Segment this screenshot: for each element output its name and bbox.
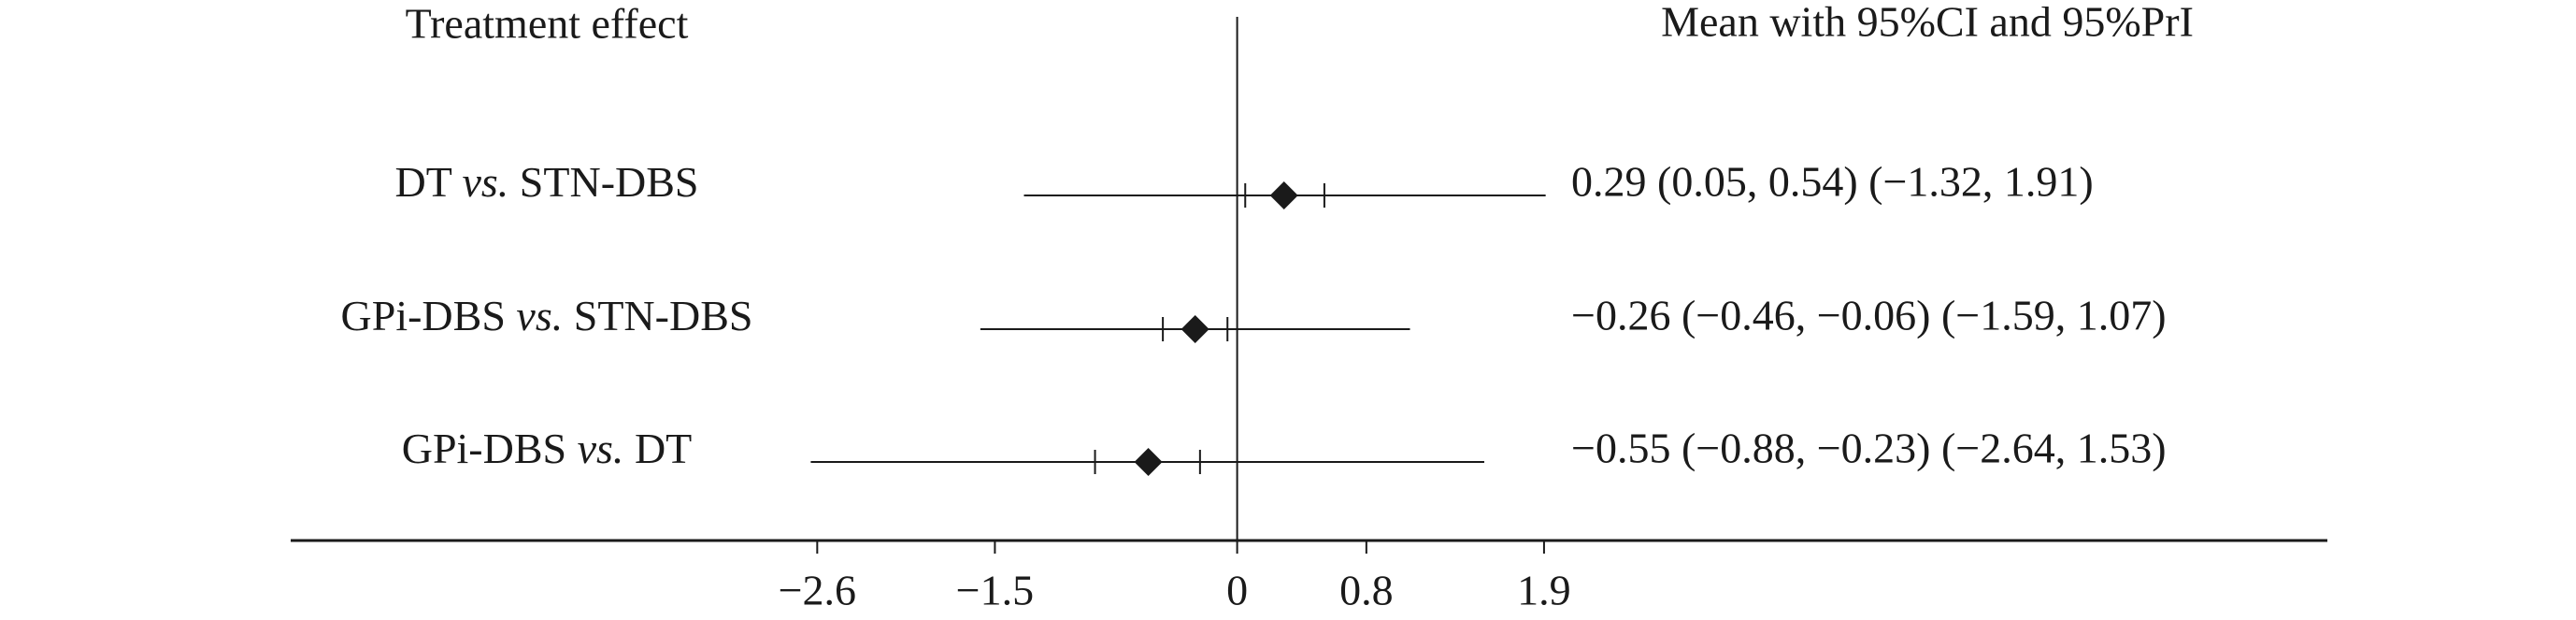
row-label: DT vs. STN-DBS xyxy=(394,158,698,206)
row-label-part: vs. xyxy=(578,425,624,472)
row-label-part: GPi-DBS xyxy=(402,425,578,472)
row-label: GPi-DBS vs. DT xyxy=(402,425,693,472)
x-tick-label: −2.6 xyxy=(779,567,856,614)
value-label: 0.29 (0.05, 0.54) (−1.32, 1.91) xyxy=(1571,158,2094,206)
mean-diamond xyxy=(1134,448,1163,476)
value-header: Mean with 95%CI and 95%PrI xyxy=(1661,0,2194,46)
row-label: GPi-DBS vs. STN-DBS xyxy=(341,292,753,339)
row-label-part: GPi-DBS xyxy=(341,292,517,339)
row-label-part: vs. xyxy=(516,292,563,339)
x-tick-label: 0 xyxy=(1226,567,1248,614)
row-label-part: vs. xyxy=(462,158,508,206)
value-label: −0.55 (−0.88, −0.23) (−2.64, 1.53) xyxy=(1571,425,2167,472)
mean-diamond xyxy=(1181,315,1209,343)
x-tick-label: −1.5 xyxy=(956,567,1034,614)
value-label: −0.26 (−0.46, −0.06) (−1.59, 1.07) xyxy=(1571,292,2167,339)
row-label-part: STN-DBS xyxy=(508,158,698,206)
row-label-part: DT xyxy=(623,425,692,472)
x-tick-label: 0.8 xyxy=(1339,567,1394,614)
row-label-part: DT xyxy=(394,158,462,206)
mean-diamond xyxy=(1269,181,1298,209)
x-tick-label: 1.9 xyxy=(1517,567,1571,614)
row-label-part: STN-DBS xyxy=(563,292,752,339)
label-header: Treatment effect xyxy=(406,0,689,48)
